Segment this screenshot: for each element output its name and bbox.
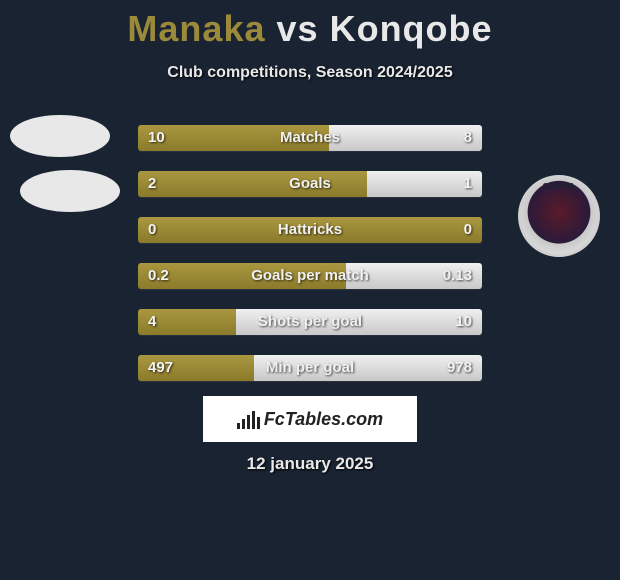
vs-text: vs (277, 8, 319, 49)
player1-avatar-placeholder (10, 115, 110, 157)
stat-row: 21Goals (138, 171, 482, 197)
player1-club-placeholder (20, 170, 120, 212)
stat-row: 00Hattricks (138, 217, 482, 243)
stat-label: Goals (138, 171, 482, 197)
stats-bars-container: 108Matches 21Goals 00Hattricks 0.20.13Goals… (138, 125, 482, 401)
brand-bar-icon (252, 411, 255, 429)
brand-text: FcTables.com (264, 409, 383, 430)
stat-label: Goals per match (138, 263, 482, 289)
player2-club-badge: CHIPPA (518, 175, 600, 257)
brand-bar-icon (257, 417, 260, 429)
badge-text: CHIPPA (543, 182, 576, 191)
snapshot-date: 12 january 2025 (0, 454, 620, 474)
brand-logo: FcTables.com (237, 409, 383, 430)
stat-row: 108Matches (138, 125, 482, 151)
stat-label: Matches (138, 125, 482, 151)
player1-name: Manaka (127, 8, 265, 49)
brand-box: FcTables.com (203, 396, 417, 442)
stat-row: 0.20.13Goals per match (138, 263, 482, 289)
comparison-title: Manaka vs Konqobe (0, 0, 620, 50)
brand-bar-icon (247, 415, 250, 429)
stat-label: Min per goal (138, 355, 482, 381)
stat-label: Hattricks (138, 217, 482, 243)
player2-name: Konqobe (330, 8, 493, 49)
stat-row: 410Shots per goal (138, 309, 482, 335)
brand-bar-icon (237, 423, 240, 429)
brand-bar-icon (242, 419, 245, 429)
stat-label: Shots per goal (138, 309, 482, 335)
brand-bars-icon (237, 409, 260, 429)
stat-row: 497978Min per goal (138, 355, 482, 381)
subtitle: Club competitions, Season 2024/2025 (0, 64, 620, 82)
